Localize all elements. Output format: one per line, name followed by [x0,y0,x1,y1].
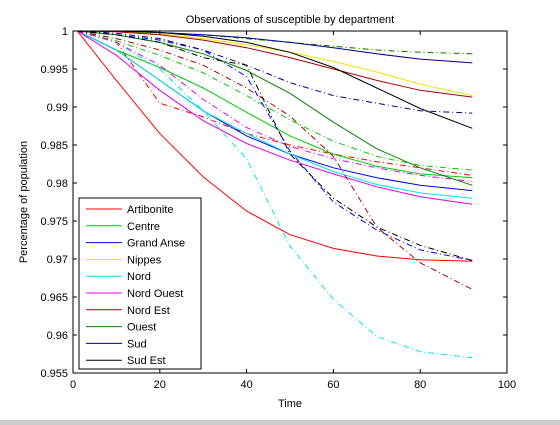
y-tick-label: 0.955 [40,368,68,380]
legend-label-nippes: Nippes [127,254,162,266]
legend-box [78,197,202,370]
series-line-nippes [77,30,473,97]
y-tick-label: 0.97 [47,254,68,266]
legend-label-nord-est: Nord Est [127,305,170,317]
y-axis-label: Percentage of population [18,141,30,263]
series-line-sud-observed [77,30,473,114]
y-tick-label: 0.96 [47,330,68,342]
y-tick-label: 0.975 [40,216,68,228]
legend-label-nord-ouest: Nord Ouest [127,288,183,300]
x-tick-label: 40 [240,379,252,391]
y-axis: 0.955 0.96 0.965 0.97 0.975 0.98 0.985 0.99 0.99… [40,26,507,380]
y-tick-label: 0.965 [40,292,68,304]
legend-label-sud: Sud [127,338,147,350]
x-axis-label: Time [278,398,302,410]
series-line-sud-est-observed [77,30,473,261]
legend-label-nord: Nord [127,271,151,283]
series-line-nord [77,30,473,199]
x-tick-label: 0 [70,379,76,391]
legend-label-ouest: Ouest [127,322,156,334]
legend: Artibonite Centre Grand Anse Nippes Nord Nord… [78,197,202,370]
series-line-centre [77,30,473,179]
series-line-nord-ouest-observed [77,30,473,182]
y-tick-label: 0.98 [47,178,68,190]
series-line-nord-ouest [77,30,473,205]
series-line-nord-est [77,30,473,98]
series-line-artibonite [76,30,473,262]
x-axis: 0 20 40 60 80 100 [70,31,516,391]
y-tick-label: 0.995 [40,64,68,76]
plot-frame [72,30,508,374]
legend-label-centre: Centre [127,221,160,233]
y-tick-label: 0.985 [40,140,68,152]
series-line-sud-est [77,30,473,129]
series-line-grand-anse-observed [77,30,473,261]
series-lines [76,30,473,359]
x-tick-label: 80 [414,379,426,391]
legend-label-grand-anse: Grand Anse [127,238,185,250]
x-tick-label: 60 [327,379,339,391]
chart-title: Observations of susceptible by departmen… [186,14,395,26]
legend-label-sud-est: Sud Est [127,355,166,367]
y-tick-label: 1 [62,26,68,38]
y-tick-label: 0.99 [47,102,68,114]
series-line-nord-observed [77,30,473,359]
legend-label-artibonite: Artibonite [127,204,173,216]
x-tick-label: 20 [154,379,166,391]
x-tick-label: 100 [498,379,516,391]
